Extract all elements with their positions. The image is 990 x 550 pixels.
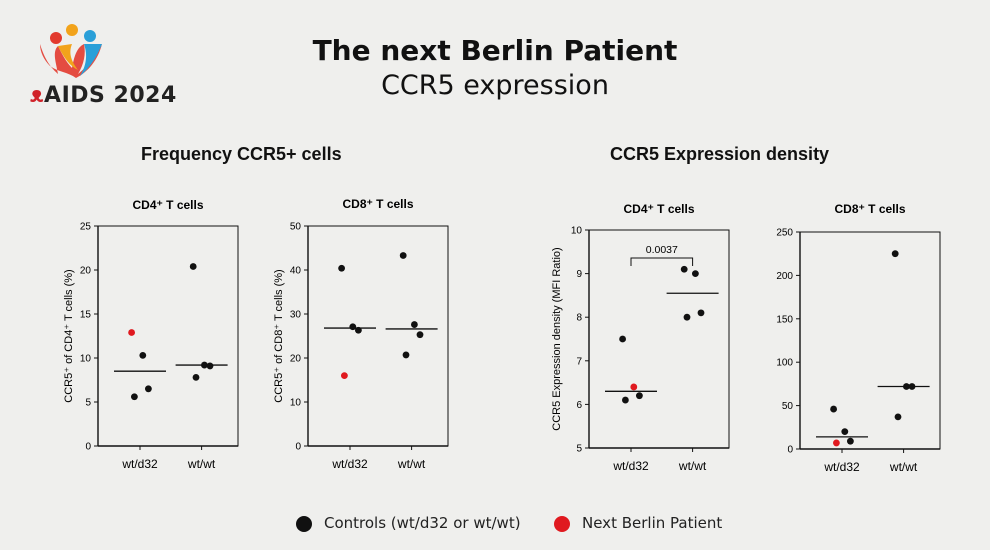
control-point [139, 351, 147, 359]
patient-point [128, 329, 136, 336]
control-point [206, 362, 214, 370]
control-point [680, 265, 688, 273]
section-title-density: CCR5 Expression density [610, 144, 830, 164]
control-point [692, 270, 699, 277]
y-tick-label: 20 [80, 266, 92, 277]
chart-title: CD4⁺ T cells [132, 198, 203, 212]
patient-point [833, 439, 840, 447]
control-point [192, 373, 200, 381]
x-tick-label: wt/d32 [612, 459, 649, 473]
legend-red-dot-icon [554, 515, 570, 532]
y-tick-label: 50 [782, 401, 794, 412]
control-point [830, 405, 837, 413]
patient-point [630, 383, 638, 391]
control-point [399, 252, 407, 259]
chart-title: CD8⁺ T cells [834, 202, 905, 216]
y-tick-label: 30 [290, 310, 302, 321]
red-ribbon-icon: ᴥ [30, 83, 45, 108]
control-point [894, 413, 902, 421]
y-tick-label: 50 [290, 222, 302, 233]
control-point [622, 396, 629, 404]
legend-black-dot-icon [296, 515, 312, 532]
y-tick-label: 8 [576, 313, 582, 324]
control-point [903, 383, 910, 390]
control-point [841, 428, 849, 436]
charts-canvas: CD4⁺ T cells 0 5 10 15 20 25 wt/d32 wt/wt CCR5⁺ o… [63, 197, 941, 474]
y-tick-label: 6 [576, 400, 582, 411]
y-tick-label: 250 [776, 228, 793, 239]
y-tick-label: 40 [290, 266, 302, 277]
x-tick-label: wt/wt [889, 460, 918, 474]
plot-frame [588, 229, 730, 449]
x-tick-label: wt/wt [187, 457, 216, 471]
legend-controls-label: Controls (wt/d32 or wt/wt) [324, 514, 521, 532]
control-point [636, 392, 643, 400]
y-axis-label: CCR5⁺ of CD4⁺ T cells (%) [63, 269, 75, 402]
control-point [416, 331, 424, 339]
y-tick-label: 10 [80, 354, 92, 365]
chart-title: CD4⁺ T cells [623, 202, 694, 216]
control-point [338, 264, 345, 272]
logo-text: ᴥAIDS 2024 [30, 83, 177, 108]
plot-frame [799, 231, 941, 450]
y-tick-label: 150 [776, 314, 793, 325]
plot-frame [307, 225, 449, 447]
y-axis-label: CCR5⁺ of CD8⁺ T cells (%) [273, 269, 285, 402]
x-tick-label: wt/d32 [121, 457, 158, 471]
y-tick-label: 20 [290, 354, 302, 365]
page-subtitle: CCR5 expression [381, 70, 609, 101]
control-point [891, 250, 899, 258]
legend-controls: Controls (wt/d32 or wt/wt) [296, 514, 521, 532]
section-title-frequency: Frequency CCR5+ cells [141, 144, 342, 164]
y-tick-label: 0 [295, 442, 301, 453]
control-point [847, 437, 854, 445]
patient-point [341, 372, 348, 379]
y-tick-label: 5 [576, 444, 582, 455]
y-tick-label: 15 [80, 310, 92, 321]
control-point [349, 323, 357, 331]
plot-frame [97, 225, 239, 447]
control-point [131, 393, 138, 401]
y-tick-label: 0 [787, 445, 793, 456]
y-tick-label: 10 [571, 226, 583, 237]
legend-patient-label: Next Berlin Patient [582, 514, 723, 532]
y-tick-label: 25 [80, 222, 92, 233]
significance-bracket [630, 257, 694, 266]
control-point [355, 326, 362, 334]
control-point [619, 335, 626, 343]
x-tick-label: wt/wt [678, 459, 707, 473]
aids-2024-logo [40, 24, 102, 78]
y-tick-label: 100 [776, 358, 793, 369]
control-point [697, 309, 705, 317]
y-axis-label: CCR5 Expression density (MFI Ratio) [551, 247, 563, 430]
control-point [145, 385, 152, 393]
x-tick-label: wt/wt [397, 457, 426, 471]
control-point [402, 351, 410, 359]
y-tick-label: 9 [576, 269, 582, 280]
p-value-label: 0.0037 [646, 244, 678, 256]
page-title: The next Berlin Patient [312, 34, 678, 67]
y-tick-label: 0 [85, 442, 91, 453]
control-point [201, 361, 208, 369]
y-tick-label: 5 [85, 398, 91, 409]
y-tick-label: 7 [576, 356, 582, 367]
control-point [908, 383, 916, 390]
x-tick-label: wt/d32 [331, 457, 368, 471]
control-point [189, 263, 197, 270]
control-point [683, 313, 691, 321]
y-tick-label: 10 [290, 398, 302, 409]
y-tick-label: 200 [776, 271, 793, 282]
legend-patient: Next Berlin Patient [554, 514, 722, 532]
control-point [411, 321, 418, 328]
chart-title: CD8⁺ T cells [342, 197, 413, 211]
x-tick-label: wt/d32 [823, 460, 860, 474]
